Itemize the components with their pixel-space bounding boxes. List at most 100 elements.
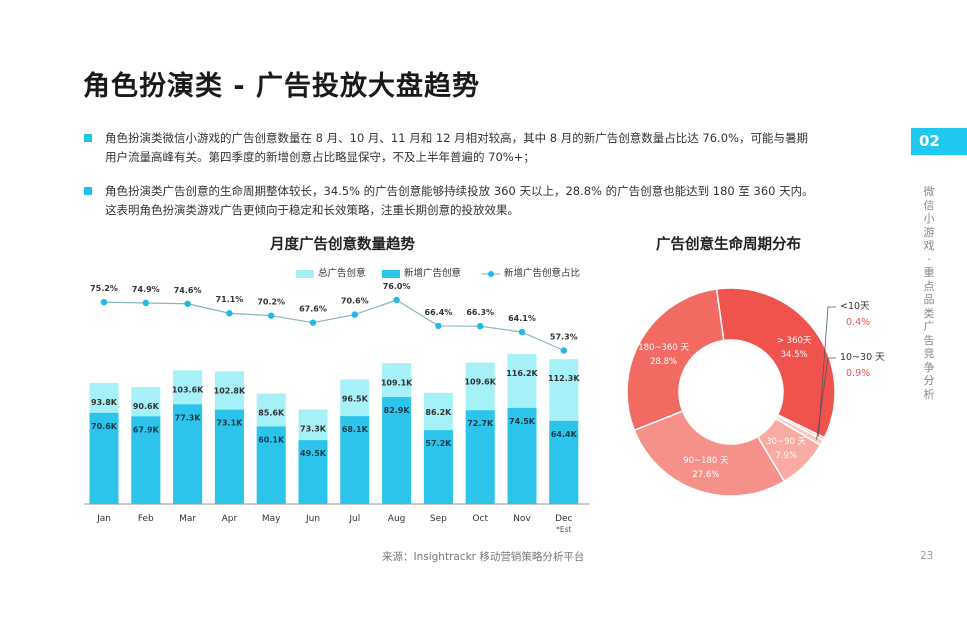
ratio-value-label: 74.9% bbox=[132, 285, 160, 294]
bar-total-value-label: 103.6K bbox=[172, 385, 204, 394]
bar-new-value-label: 77.3K bbox=[175, 413, 202, 422]
ratio-value-label: 74.6% bbox=[174, 286, 202, 295]
bar-new bbox=[214, 409, 244, 504]
legend-ratio-swatch bbox=[482, 270, 500, 277]
ratio-line bbox=[103, 299, 565, 352]
ratio-point bbox=[268, 312, 275, 319]
donut-leader-line bbox=[818, 306, 836, 437]
ratio-value-label: 57.3% bbox=[550, 332, 578, 341]
ratio-value-label: 76.0% bbox=[383, 282, 411, 291]
x-tick-label: Oct bbox=[472, 514, 488, 524]
donut-slice-pct: 0.4% bbox=[846, 317, 870, 328]
bar-chart-title: 月度广告创意数量趋势 bbox=[270, 237, 415, 253]
ratio-point bbox=[142, 299, 149, 307]
bar-new-value-label: 68.1K bbox=[342, 425, 369, 434]
bar-new-value-label: 57.2K bbox=[425, 439, 452, 448]
side-section-label: 微信小游戏·重点品类广告竞争分析 bbox=[923, 185, 935, 401]
bullet-item-1: 角色扮演类微信小游戏的广告创意数量在 8 月、10 月、11 月和 12 月相对… bbox=[84, 129, 828, 167]
x-tick-label: Jan bbox=[96, 514, 111, 524]
bullet-2-line-2: 这表明角色扮演类游戏广告更倾向于稳定和长效策略，注重长期创意的投放效果。 bbox=[105, 203, 519, 217]
ratio-value-label: 66.4% bbox=[425, 308, 453, 317]
ratio-point bbox=[435, 322, 442, 330]
ratio-point bbox=[393, 296, 400, 304]
bullet-1-line-2: 用户流量高峰有关。第四季度的新增创意占比略显保守，不及上半年普遍的 70%+； bbox=[105, 150, 535, 164]
legend-new-swatch bbox=[382, 269, 400, 278]
x-tick-label: Apr bbox=[222, 514, 238, 524]
bar-new-value-label: 60.1K bbox=[258, 435, 285, 444]
donut-slice-pct: 28.8% bbox=[650, 357, 677, 367]
donut-slice-label: > 360天 bbox=[777, 336, 812, 346]
bar-new-value-label: 70.6K bbox=[91, 422, 118, 431]
bullet-item-2: 角色扮演类广告创意的生命周期整体较长，34.5% 的广告创意能够持续投放 360… bbox=[84, 182, 828, 220]
donut-leader-line bbox=[816, 357, 836, 440]
bar-new bbox=[131, 416, 161, 504]
x-tick-label: Feb bbox=[138, 514, 154, 524]
legend-ratio: 新增广告创意占比 bbox=[482, 265, 580, 279]
ratio-value-label: 66.3% bbox=[466, 308, 494, 317]
donut-slice-pct: 27.6% bbox=[692, 470, 719, 480]
donut-slice bbox=[715, 287, 836, 439]
donut-slice-label: 180~360 天 bbox=[638, 343, 689, 353]
donut-slice-label: 10~30 天 bbox=[840, 352, 885, 363]
x-tick-note: *Est bbox=[556, 525, 571, 534]
ratio-point bbox=[184, 300, 191, 307]
ratio-point bbox=[560, 347, 567, 354]
ratio-point bbox=[477, 322, 484, 330]
legend-ratio-label: 新增广告创意占比 bbox=[504, 268, 581, 279]
ratio-point bbox=[226, 310, 233, 317]
bar-new bbox=[465, 410, 495, 504]
donut-slice-label: 90~180 天 bbox=[683, 456, 729, 466]
section-badge: 02 bbox=[911, 128, 967, 155]
donut-slice bbox=[626, 288, 725, 432]
source-note: 来源：Insightrackr 移动营销策略分析平台 bbox=[382, 551, 585, 563]
donut-slice-pct: 7.9% bbox=[775, 451, 797, 461]
ratio-value-label: 75.2% bbox=[90, 284, 118, 293]
ratio-value-label: 64.1% bbox=[508, 314, 536, 323]
bar-new bbox=[298, 440, 328, 504]
bar-new bbox=[549, 420, 579, 504]
x-tick-label: Sep bbox=[430, 514, 447, 524]
donut-slice-pct: 34.5% bbox=[781, 350, 808, 360]
x-tick-label: May bbox=[262, 514, 281, 524]
ratio-point bbox=[518, 328, 526, 336]
bar-total-value-label: 90.6K bbox=[133, 402, 160, 411]
ratio-value-label: 70.6% bbox=[341, 297, 369, 306]
x-tick-label: Jun bbox=[305, 514, 320, 524]
bar-new-value-label: 72.7K bbox=[467, 419, 494, 428]
x-tick-label: Aug bbox=[388, 514, 406, 524]
x-tick-label: Mar bbox=[179, 514, 196, 524]
bar-total-value-label: 116.2K bbox=[506, 369, 538, 378]
donut-slice-label: <10天 bbox=[840, 301, 870, 312]
bar-new bbox=[507, 407, 537, 504]
bar-total-value-label: 109.1K bbox=[381, 378, 413, 387]
x-tick-label: Dec bbox=[555, 514, 572, 524]
bar-total-value-label: 102.8K bbox=[214, 386, 246, 395]
legend-new-label: 新增广告创意 bbox=[404, 268, 462, 279]
bar-total-value-label: 85.6K bbox=[258, 409, 285, 418]
x-tick-label: Nov bbox=[513, 514, 531, 524]
legend-total: 总广告创意 bbox=[296, 265, 366, 279]
x-tick-label: Jul bbox=[348, 514, 360, 524]
legend-new: 新增广告创意 bbox=[382, 265, 461, 279]
bar-new bbox=[423, 430, 453, 504]
bar-total-value-label: 112.3K bbox=[548, 374, 580, 383]
ratio-point bbox=[309, 319, 317, 326]
donut-slice bbox=[633, 410, 786, 497]
donut-slice-label: 30~90 天 bbox=[766, 437, 806, 447]
bar-new-value-label: 74.5K bbox=[509, 417, 536, 426]
donut-chart-title: 广告创意生命周期分布 bbox=[656, 237, 801, 253]
ratio-point bbox=[100, 298, 108, 306]
bar-total-value-label: 73.3K bbox=[300, 424, 327, 433]
bar-total-value-label: 93.8K bbox=[91, 398, 118, 407]
bar-new bbox=[89, 412, 119, 504]
bar-new bbox=[256, 426, 286, 504]
bullet-2-line-1: 角色扮演类广告创意的生命周期整体较长，34.5% 的广告创意能够持续投放 360… bbox=[105, 184, 814, 198]
bar-total-value-label: 109.6K bbox=[464, 378, 496, 387]
bullet-1-line-1: 角色扮演类微信小游戏的广告创意数量在 8 月、10 月、11 月和 12 月相对… bbox=[105, 131, 808, 145]
bar-new-value-label: 73.1K bbox=[216, 419, 243, 428]
ratio-value-label: 67.6% bbox=[299, 305, 327, 314]
bar-new-value-label: 64.4K bbox=[551, 430, 578, 439]
ratio-value-label: 71.1% bbox=[216, 295, 244, 304]
ratio-value-label: 70.2% bbox=[257, 298, 285, 307]
